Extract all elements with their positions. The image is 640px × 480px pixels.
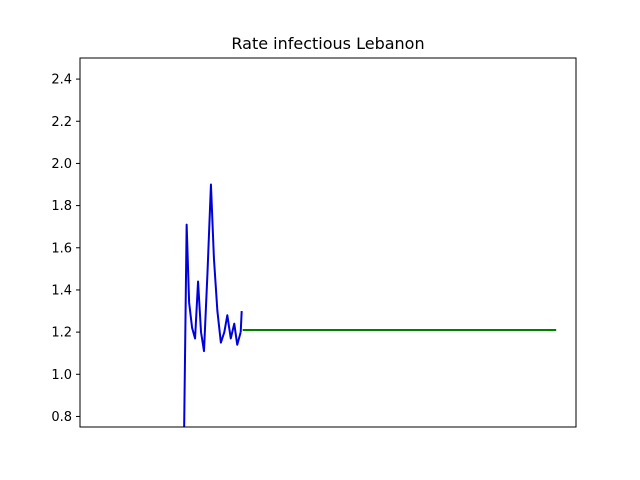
chart-title: Rate infectious Lebanon [231, 34, 424, 53]
y-tick-label: 2.0 [51, 157, 72, 172]
plot-frame [79, 57, 577, 428]
series-line-0 [183, 183, 242, 427]
y-tick-label: 1.8 [51, 199, 72, 214]
plot-content [183, 183, 557, 427]
y-axis: 0.8 1.0 1.2 1.4 1.6 1.8 2.0 2.2 2.4 [51, 73, 80, 425]
series-line-2 [239, 310, 243, 333]
y-tick-label: 2.2 [51, 115, 72, 130]
y-tick-label: 2.4 [51, 73, 72, 88]
y-tick-label: 1.2 [51, 326, 72, 341]
y-tick-label: 1.4 [51, 283, 72, 298]
y-tick-label: 1.6 [51, 241, 72, 256]
y-tick-label: 1.0 [51, 368, 72, 383]
y-tick-label: 0.8 [51, 410, 72, 425]
